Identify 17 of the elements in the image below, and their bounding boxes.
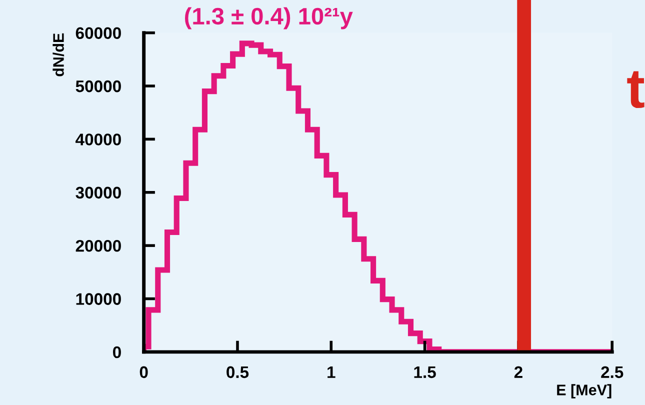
y-tick-label: 0 [113, 346, 121, 358]
x-tick-label: 0 [140, 366, 148, 378]
y-tick-label: 10000 [76, 293, 121, 305]
y-tick-label: 50000 [76, 80, 121, 92]
x-tick-label: 0.5 [226, 366, 249, 378]
x-tick-label: 1.5 [414, 366, 436, 378]
x-axis-title: E [MeV] [557, 384, 612, 398]
x-tick-label: 2 [514, 366, 522, 378]
x-tick-label: 1 [328, 366, 336, 378]
y-axis-title: dN/dE [52, 33, 64, 76]
y-tick-label: 30000 [76, 186, 121, 199]
x-tick-label: 2.5 [601, 366, 624, 378]
text: t [627, 71, 644, 108]
y-tick-label: 60000 [76, 27, 121, 40]
y-tick-label: 20000 [76, 240, 121, 252]
text: (1.3 ± 0.4) 10²¹y [185, 7, 353, 30]
y-tick-label: 40000 [76, 134, 121, 146]
